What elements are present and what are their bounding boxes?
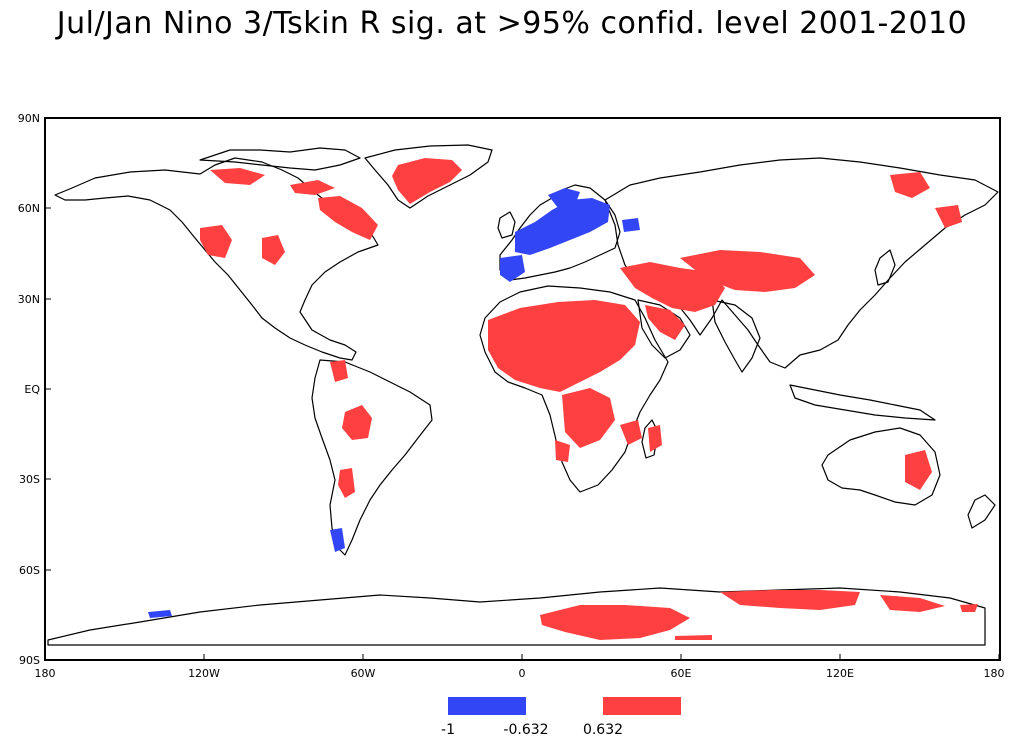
south-america-outline	[311, 359, 433, 556]
canada-north-positive	[210, 168, 265, 185]
iberia-negative	[500, 255, 525, 282]
north-america-outline	[54, 157, 379, 361]
negative-correlation-regions	[148, 188, 640, 618]
antarctica-positive-2	[720, 590, 860, 610]
madagascar-outline	[641, 419, 659, 459]
legend-label-neg-threshold: -0.632	[503, 722, 548, 738]
australia-positive	[905, 450, 932, 490]
latitude-labels: 90N 60N 30N EQ 30S 60S 90S	[18, 112, 41, 667]
new-zealand-outline	[967, 494, 996, 529]
antarctica-negative	[148, 610, 172, 618]
britain-outline	[497, 211, 516, 239]
siberia-positive	[890, 172, 930, 198]
europe-outline	[499, 184, 621, 281]
arabia-positive	[645, 305, 685, 340]
color-legend: -1 -0.632 0.632	[441, 697, 681, 738]
lat-label-30n: 30N	[18, 293, 40, 306]
antarctica-positive-4	[960, 604, 978, 612]
legend-label-pos-threshold: 0.632	[583, 722, 623, 738]
australia-outline	[821, 427, 941, 506]
japan-outline	[874, 249, 896, 286]
hudson-positive	[290, 180, 335, 195]
antarctica-positive-3	[880, 595, 945, 612]
patagonia-positive	[338, 468, 355, 498]
middle-east-positive	[620, 262, 725, 312]
lon-label-60e: 60E	[671, 667, 692, 680]
africa-coast-positive	[555, 440, 570, 462]
greenland-positive	[392, 158, 462, 204]
africa-south-positive	[562, 388, 615, 448]
africa-outline	[479, 285, 669, 493]
lon-label-180e: 180	[984, 667, 1005, 680]
central-asia-positive	[680, 250, 815, 292]
sahara-positive	[488, 300, 640, 392]
lon-label-0: 0	[519, 667, 526, 680]
positive-correlation-regions	[200, 158, 978, 640]
patagonia-negative	[330, 528, 345, 552]
antarctica-positive-5	[675, 635, 712, 640]
madagascar-positive	[620, 420, 642, 445]
legend-positive-swatch	[603, 697, 681, 715]
lon-label-180w: 180	[35, 667, 56, 680]
legend-label-min: -1	[441, 722, 455, 738]
midwest-positive	[262, 235, 285, 265]
scandinavia-negative	[548, 188, 580, 208]
legend-negative-swatch	[448, 697, 526, 715]
amazon-positive	[342, 405, 372, 440]
lon-label-120e: 120E	[826, 667, 854, 680]
arctic-islands-outline	[199, 147, 361, 171]
lon-label-120w: 120W	[188, 667, 220, 680]
tick-marks	[44, 117, 1000, 661]
lon-label-60w: 60W	[351, 667, 376, 680]
india-outline	[711, 299, 761, 373]
lat-label-60s: 60S	[19, 564, 40, 577]
eastern-europe-negative	[622, 218, 640, 232]
lat-label-30s: 30S	[19, 473, 40, 486]
lat-label-90s: 90S	[19, 654, 40, 667]
map-title: Jul/Jan Nino 3/Tskin R sig. at >95% conf…	[56, 6, 968, 41]
lat-label-60n: 60N	[18, 202, 40, 215]
antarctica-positive-1	[540, 605, 690, 640]
indonesia-outline	[789, 384, 936, 421]
greenland-outline	[364, 144, 493, 209]
map-frame	[44, 117, 1001, 661]
lat-label-90n: 90N	[18, 112, 40, 125]
land-outlines	[47, 144, 999, 646]
canada-east-positive	[318, 196, 378, 240]
europe-negative	[515, 198, 610, 255]
kamchatka-positive	[935, 205, 962, 228]
lat-label-eq: EQ	[24, 383, 40, 396]
longitude-labels: 180 120W 60W 0 60E 120E 180	[35, 667, 1005, 680]
mozambique-positive	[648, 425, 662, 452]
west-canada-positive	[200, 225, 232, 258]
venezuela-positive	[330, 360, 348, 382]
